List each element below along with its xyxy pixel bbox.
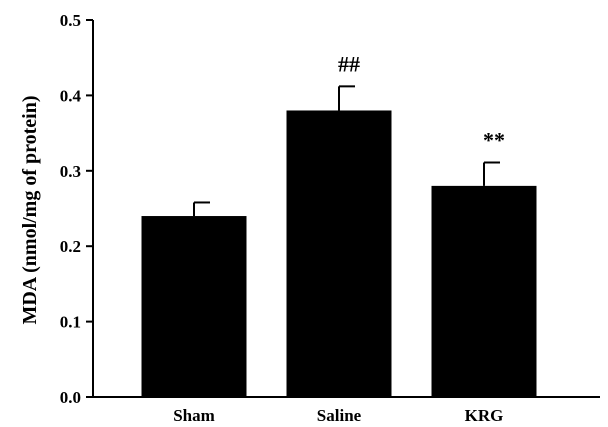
significance-marker: **: [483, 128, 505, 153]
x-tick-label: KRG: [465, 406, 504, 425]
y-axis: 0.0 0.1 0.2 0.3 0.4 0.5: [60, 11, 94, 407]
y-tick-label: 0.3: [60, 162, 81, 181]
bar: [141, 216, 247, 397]
bar: [286, 110, 392, 397]
y-tick-label: 0.5: [60, 11, 81, 30]
bars: [141, 110, 537, 397]
significance-marker: ##: [338, 51, 360, 76]
x-tick-label: Saline: [317, 406, 362, 425]
y-tick-label: 0.1: [60, 313, 81, 332]
bar: [431, 185, 537, 397]
x-axis: Sham Saline KRG: [93, 396, 600, 425]
y-axis-title: MDA (nmol/mg of protein): [19, 95, 41, 324]
y-tick-label: 0.0: [60, 388, 81, 407]
y-tick-label: 0.4: [60, 86, 82, 105]
y-tick-label: 0.2: [60, 237, 81, 256]
significance-annotations: ## **: [338, 51, 505, 152]
error-bars: [193, 85, 500, 217]
x-tick-label: Sham: [173, 406, 215, 425]
